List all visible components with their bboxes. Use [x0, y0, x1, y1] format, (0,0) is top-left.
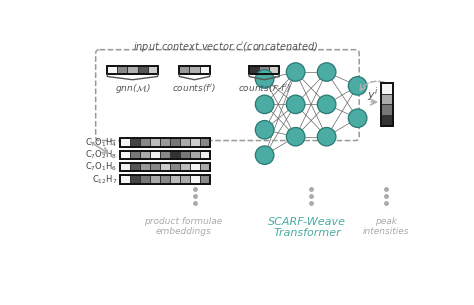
Circle shape: [317, 95, 336, 113]
Circle shape: [317, 127, 336, 146]
Bar: [170, 138, 180, 147]
Bar: [170, 175, 180, 184]
Bar: [120, 175, 210, 184]
Circle shape: [317, 63, 336, 81]
Bar: [259, 66, 269, 74]
Bar: [201, 151, 210, 159]
Bar: [190, 138, 201, 147]
Bar: [269, 66, 279, 74]
Bar: [150, 175, 160, 184]
Text: gnn($\mathcal{M}$): gnn($\mathcal{M}$): [115, 82, 150, 95]
Bar: [160, 175, 170, 184]
Circle shape: [255, 95, 274, 113]
Text: $y^i$: $y^i$: [367, 85, 378, 104]
Text: SCARF-Weave
Transformer: SCARF-Weave Transformer: [268, 217, 346, 239]
Bar: [147, 66, 158, 74]
Text: $\mathrm{C}_{12}\mathrm{H}_7$: $\mathrm{C}_{12}\mathrm{H}_7$: [92, 173, 118, 186]
Circle shape: [255, 70, 274, 88]
Bar: [201, 163, 210, 171]
Bar: [190, 163, 201, 171]
Bar: [381, 83, 392, 94]
Bar: [190, 151, 201, 159]
Bar: [190, 66, 200, 74]
Bar: [140, 151, 150, 159]
Bar: [179, 66, 210, 74]
Bar: [201, 175, 210, 184]
Bar: [150, 163, 160, 171]
Bar: [150, 151, 160, 159]
Text: product formulae
embeddings: product formulae embeddings: [144, 217, 222, 236]
Bar: [137, 66, 147, 74]
Bar: [190, 175, 201, 184]
Circle shape: [348, 109, 367, 127]
Bar: [179, 66, 190, 74]
Bar: [140, 138, 150, 147]
Bar: [381, 94, 392, 104]
Bar: [120, 138, 210, 147]
Bar: [180, 163, 190, 171]
Bar: [120, 163, 130, 171]
Bar: [180, 175, 190, 184]
Bar: [107, 66, 158, 74]
Text: peak
intensities: peak intensities: [363, 217, 410, 236]
Bar: [150, 138, 160, 147]
Bar: [170, 151, 180, 159]
Bar: [249, 66, 279, 74]
Bar: [130, 163, 140, 171]
Circle shape: [286, 63, 305, 81]
Bar: [160, 138, 170, 147]
Bar: [118, 66, 128, 74]
Circle shape: [255, 146, 274, 164]
Bar: [381, 115, 392, 126]
Text: counts($\mathcal{F}$-$\mathit{f}^i$): counts($\mathcal{F}$-$\mathit{f}^i$): [237, 82, 291, 95]
Bar: [120, 138, 130, 147]
Text: counts($\mathit{f}^i$): counts($\mathit{f}^i$): [173, 82, 217, 95]
Bar: [120, 151, 210, 159]
Bar: [128, 66, 137, 74]
Bar: [130, 138, 140, 147]
Bar: [180, 138, 190, 147]
Bar: [381, 83, 392, 126]
Text: $\mathrm{C}_7\mathrm{O}_1\mathrm{H}_6$: $\mathrm{C}_7\mathrm{O}_1\mathrm{H}_6$: [85, 161, 118, 173]
Bar: [140, 175, 150, 184]
Circle shape: [286, 127, 305, 146]
Bar: [201, 138, 210, 147]
Bar: [130, 175, 140, 184]
Bar: [120, 175, 130, 184]
Bar: [200, 66, 210, 74]
Circle shape: [348, 77, 367, 95]
Bar: [381, 104, 392, 115]
Bar: [249, 66, 259, 74]
Bar: [180, 151, 190, 159]
Bar: [120, 163, 210, 171]
Bar: [160, 163, 170, 171]
Bar: [160, 151, 170, 159]
Bar: [170, 163, 180, 171]
Text: $\mathrm{C}_7\mathrm{O}_2\mathrm{H}_8$: $\mathrm{C}_7\mathrm{O}_2\mathrm{H}_8$: [85, 149, 118, 161]
Circle shape: [286, 95, 305, 113]
Bar: [107, 66, 118, 74]
Text: $\mathrm{C}_7\mathrm{O}_1\mathrm{H}_4$: $\mathrm{C}_7\mathrm{O}_1\mathrm{H}_4$: [85, 136, 118, 149]
Bar: [130, 151, 140, 159]
Bar: [120, 151, 130, 159]
Circle shape: [255, 120, 274, 139]
Bar: [140, 163, 150, 171]
Text: input context vector $\mathbf{\mathit{c}}^{\prime}$(concatenated): input context vector $\mathbf{\mathit{c}…: [133, 40, 319, 54]
